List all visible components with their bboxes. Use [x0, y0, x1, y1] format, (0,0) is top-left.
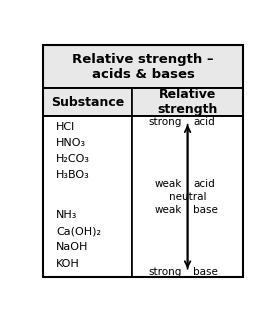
Text: Relative strength –
acids & bases: Relative strength – acids & bases — [72, 53, 214, 81]
Bar — [132, 116, 243, 277]
Text: H₃BO₃: H₃BO₃ — [56, 170, 90, 180]
Text: base: base — [193, 267, 218, 277]
Text: weak: weak — [155, 204, 182, 215]
Text: acid: acid — [193, 179, 215, 189]
Text: acid: acid — [193, 117, 215, 127]
Text: NaOH: NaOH — [56, 243, 88, 252]
Text: Relative
strength: Relative strength — [157, 88, 218, 116]
Bar — [43, 116, 132, 277]
Text: HNO₃: HNO₃ — [56, 138, 86, 148]
Bar — [43, 88, 132, 116]
Text: HCl: HCl — [56, 122, 75, 132]
Bar — [43, 45, 243, 88]
Text: weak: weak — [155, 179, 182, 189]
Text: base: base — [193, 204, 218, 215]
Text: Substance: Substance — [51, 96, 124, 109]
Text: KOH: KOH — [56, 259, 80, 268]
Text: Ca(OH)₂: Ca(OH)₂ — [56, 226, 101, 236]
Text: H₂CO₃: H₂CO₃ — [56, 154, 90, 164]
Text: strong: strong — [149, 117, 182, 127]
Bar — [132, 88, 243, 116]
Text: neutral: neutral — [169, 192, 206, 202]
Text: strong: strong — [149, 267, 182, 277]
Text: NH₃: NH₃ — [56, 210, 78, 220]
